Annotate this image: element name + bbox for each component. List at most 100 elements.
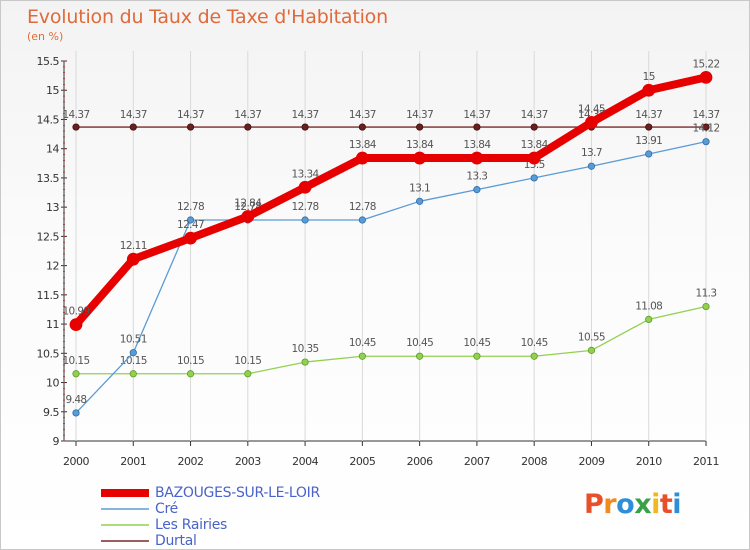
data-label-cre: 9.48: [66, 394, 87, 406]
data-point-durtal: [129, 123, 137, 131]
logo-letter: t: [659, 489, 673, 520]
data-point-cre: [72, 409, 80, 417]
data-point-cre: [186, 216, 195, 224]
data-label-cre: 13.3: [466, 171, 487, 183]
data-point-cre: [416, 197, 424, 205]
x-tick-label: 2011: [693, 455, 719, 468]
y-tick-label: 14.5: [37, 113, 60, 126]
data-point-cre: [645, 150, 653, 158]
legend-item-durtal: Durtal: [101, 533, 320, 549]
data-label-rairies: 10.45: [463, 337, 490, 349]
y-tick-label: 11.5: [37, 289, 60, 302]
y-tick-label: 12.5: [37, 230, 60, 243]
legend-swatch-main: [101, 489, 149, 497]
data-point-durtal: [702, 123, 710, 131]
data-label-cre: 14.12: [692, 123, 719, 135]
data-point-rairies: [645, 315, 653, 323]
y-tick-label: 9: [53, 435, 60, 448]
x-tick-label: 2000: [63, 455, 89, 468]
data-label-cre: 13.91: [635, 135, 662, 147]
y-tick-label: 13.5: [37, 172, 60, 185]
data-point-cre: [301, 216, 309, 224]
data-label-durtal: 14.37: [406, 109, 433, 121]
y-tick-label: 15: [46, 84, 59, 97]
data-point-durtal: [530, 123, 538, 131]
data-point-rairies: [702, 302, 710, 311]
data-label-rairies: 10.55: [578, 331, 605, 343]
data-point-durtal: [301, 123, 309, 131]
data-point-durtal: [358, 123, 366, 131]
data-point-durtal: [473, 123, 481, 131]
data-label-durtal: 14.37: [177, 109, 204, 121]
data-point-rairies: [358, 352, 366, 360]
x-tick-label: 2005: [349, 455, 375, 468]
logo-letter: x: [634, 489, 652, 520]
y-tick-label: 11: [46, 318, 59, 331]
chart-title: Evolution du Taux de Taxe d'Habitation: [27, 6, 388, 28]
data-point-rairies: [473, 352, 481, 360]
data-point-durtal: [186, 123, 195, 131]
data-label-durtal: 14.37: [692, 109, 719, 121]
data-point-cre: [129, 349, 137, 357]
data-point-cre: [702, 138, 710, 146]
data-label-main: 15.22: [692, 58, 719, 70]
logo-letter: r: [603, 489, 617, 520]
data-label-main: 12.47: [177, 219, 204, 231]
chart-subtitle: (en %): [27, 30, 64, 43]
data-point-rairies: [129, 370, 137, 378]
data-label-main: 13.34: [292, 168, 320, 180]
data-label-main: 12.11: [120, 240, 147, 252]
data-label-rairies: 10.15: [62, 355, 89, 367]
data-point-rairies: [72, 370, 80, 378]
y-tick-label: 9.5: [43, 406, 59, 419]
data-point-cre: [358, 216, 366, 224]
legend-label-main: BAZOUGES-SUR-LE-LOIR: [155, 485, 320, 501]
data-label-durtal: 14.37: [635, 109, 662, 121]
data-label-rairies: 10.15: [234, 355, 261, 367]
data-label-rairies: 11.3: [696, 288, 717, 300]
logo-letter: o: [616, 489, 635, 520]
data-label-durtal: 14.37: [349, 109, 376, 121]
data-point-main: [241, 210, 255, 223]
x-tick-label: 2009: [578, 455, 604, 468]
data-point-main: [585, 115, 598, 129]
y-tick-label: 10: [46, 377, 59, 390]
logo-letter: P: [584, 489, 604, 520]
data-label-durtal: 14.37: [120, 109, 147, 121]
legend-item-rairies: Les Rairies: [101, 517, 320, 533]
data-point-durtal: [244, 123, 252, 131]
data-label-durtal: 14.37: [521, 109, 548, 121]
data-label-rairies: 10.45: [349, 337, 376, 349]
data-point-cre: [530, 174, 538, 182]
y-tick-label: 15.5: [37, 55, 60, 68]
data-point-main: [699, 70, 713, 84]
data-label-rairies: 10.45: [521, 337, 548, 349]
data-point-durtal: [72, 123, 80, 131]
data-label-cre: 12.78: [177, 201, 204, 213]
data-label-main: 15: [643, 71, 655, 83]
data-label-rairies: 10.15: [120, 355, 147, 367]
series-line-cre: [75, 141, 707, 414]
y-tick-label: 13: [46, 201, 59, 214]
data-label-main: 12.84: [234, 198, 262, 210]
y-tick-label: 12: [46, 260, 59, 273]
data-label-cre: 10.51: [120, 334, 147, 346]
legend-label-durtal: Durtal: [155, 533, 197, 549]
data-label-main: 10.99: [62, 306, 89, 318]
data-point-main: [69, 318, 83, 332]
data-label-main: 14.45: [578, 103, 605, 115]
legend-swatch-cre: [101, 508, 149, 510]
legend-label-rairies: Les Rairies: [155, 517, 228, 533]
x-tick-label: 2003: [235, 455, 261, 468]
data-label-main: 13.84: [349, 139, 377, 151]
data-label-cre: 12.78: [292, 201, 319, 213]
data-label-cre: 13.7: [581, 147, 602, 159]
logo-letter: i: [651, 489, 660, 520]
data-point-rairies: [186, 370, 195, 378]
data-point-main: [527, 151, 541, 165]
data-point-main: [470, 151, 484, 165]
data-point-main: [184, 231, 197, 245]
x-tick-label: 2007: [464, 455, 490, 468]
